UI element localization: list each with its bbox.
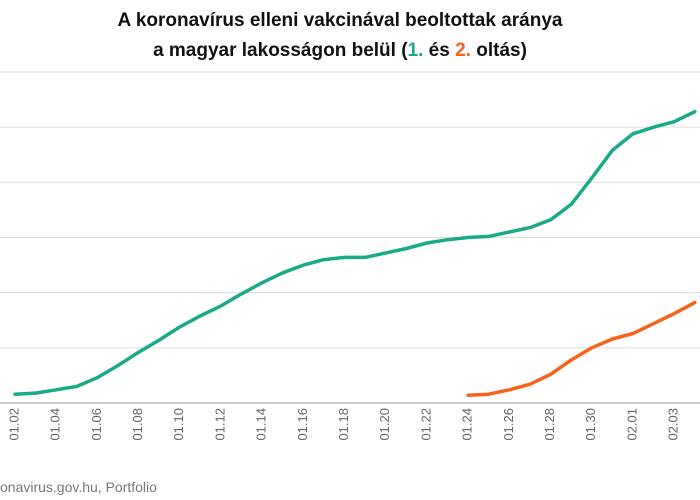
x-tick-label: 02.01 — [624, 408, 639, 441]
x-tick-label: 01.18 — [336, 408, 351, 441]
chart-title: A koronavírus elleni vakcinával beoltott… — [118, 10, 563, 31]
x-tick-label: 01.24 — [460, 408, 475, 441]
source: onavirus.gov.hu, Portfolio — [0, 479, 157, 495]
x-tick-label: 01.30 — [583, 408, 598, 441]
x-tick-label: 01.22 — [418, 408, 433, 441]
subtitle-part: 2. — [455, 40, 471, 61]
subtitle-part: oltás) — [471, 40, 527, 61]
x-tick-label: 01.06 — [89, 408, 104, 441]
x-tick-label: 01.04 — [48, 408, 63, 441]
subtitle-part: és — [423, 40, 455, 61]
x-tick-label: 01.12 — [212, 408, 227, 441]
x-tick-label: 02.03 — [666, 408, 681, 441]
subtitle-part: 1. — [408, 40, 424, 61]
chart-subtitle: a magyar lakosságon belül (1. és 2. oltá… — [153, 40, 527, 61]
x-tick-label: 01.08 — [130, 408, 145, 441]
x-tick-label: 01.10 — [171, 408, 186, 441]
x-tick-label: 01.26 — [501, 408, 516, 441]
series-line — [13, 109, 697, 396]
x-tick-label: 01.20 — [377, 408, 392, 441]
series-line — [466, 300, 697, 398]
subtitle-part: a magyar lakosságon belül ( — [153, 40, 408, 61]
x-tick-label: 01.28 — [542, 408, 557, 441]
x-tick-label: 01.02 — [6, 408, 21, 441]
x-tick-label: 01.16 — [295, 408, 310, 441]
x-tick-label: 01.14 — [254, 408, 269, 441]
